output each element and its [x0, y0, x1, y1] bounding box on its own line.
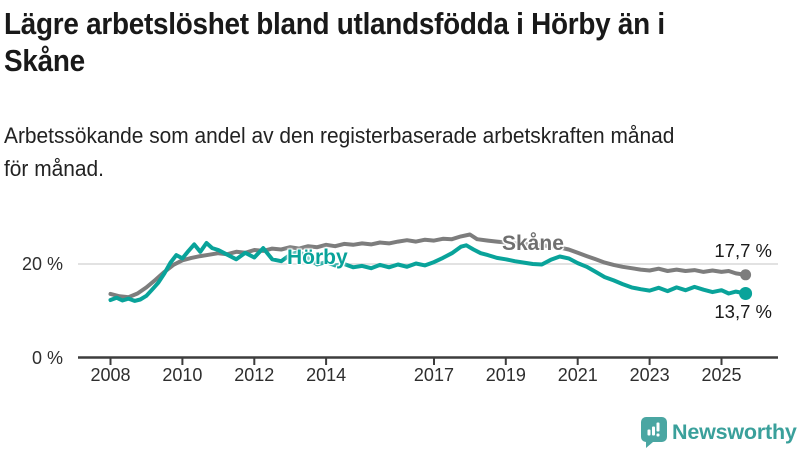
skane-line	[108, 232, 748, 300]
page-title: Lägre arbetslöshet bland utlandsfödda i …	[4, 5, 796, 79]
x-tick-label: 2025	[701, 365, 742, 385]
x-axis-tick-marks	[109, 358, 723, 365]
x-tick-label: 2021	[557, 365, 598, 385]
y-tick-label: 20 %	[21, 254, 63, 274]
skane-end-dot	[740, 269, 752, 281]
x-tick-label: 2023	[629, 365, 670, 385]
y-tick-label: 0 %	[31, 347, 63, 368]
x-tick-label: 2019	[485, 365, 526, 385]
horby-series-label: Hörby	[287, 246, 348, 269]
chart-subtitle: Arbetssökande som andel av den registerb…	[4, 119, 800, 185]
x-tick-label: 2012	[234, 365, 275, 385]
x-tick-label: 2014	[306, 365, 347, 385]
newsworthy-logo-text: Newsworthy	[672, 420, 797, 444]
exclamation-dot	[656, 433, 660, 437]
page-title-line-1: Lägre arbetslöshet bland utlandsfödda i …	[4, 6, 665, 41]
newsworthy-logo-icon	[641, 417, 667, 448]
skane-end-value-label: 17,7 %	[714, 240, 772, 261]
horby-end-value-label: 13,7 %	[714, 301, 772, 322]
skane-series-label: Skåne	[502, 232, 564, 255]
exclamation-bar	[656, 422, 660, 432]
chart-subtitle-line-2: för månad.	[4, 156, 104, 181]
page-title-line-2: Skåne	[4, 43, 85, 78]
chart-subtitle-line-1: Arbetssökande som andel av den registerb…	[4, 123, 675, 148]
x-tick-label: 2017	[413, 365, 454, 385]
horby-end-dot	[739, 287, 753, 300]
x-tick-label: 2010	[162, 365, 203, 385]
x-tick-label: 2008	[90, 365, 131, 385]
bar-medium	[652, 426, 655, 436]
bar-small	[647, 429, 651, 436]
horby-line	[108, 241, 748, 303]
